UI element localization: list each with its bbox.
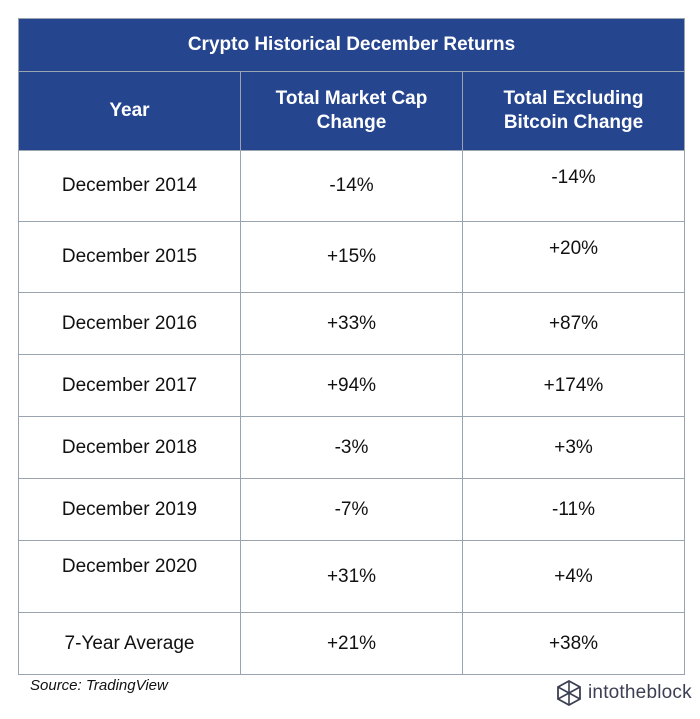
year-cell: 7-Year Average [18,612,241,675]
returns-table: Crypto Historical December Returns Year … [18,18,685,675]
returns-table-container: Crypto Historical December Returns Year … [18,18,685,675]
header-line: Total Market Cap [275,88,428,109]
excluding-bitcoin-change-cell: +38% [462,612,685,675]
market-cap-change-cell: +31% [240,540,463,613]
market-cap-change-cell: +15% [240,221,463,293]
table-row: December 2018 -3% +3% [18,416,685,479]
excluding-bitcoin-change-cell: +20% [462,221,685,293]
header-line: Change [316,112,387,133]
table-row: December 2017 +94% +174% [18,354,685,417]
year-cell: December 2020 [18,540,241,613]
market-cap-change-cell: +21% [240,612,463,675]
brand-name: intotheblock [588,682,692,703]
year-cell: December 2018 [18,416,241,479]
excluding-bitcoin-change-cell: +3% [462,416,685,479]
excluding-bitcoin-change-cell: +87% [462,292,685,355]
table-title: Crypto Historical December Returns [18,18,685,72]
market-cap-change-cell: -3% [240,416,463,479]
excluding-bitcoin-change-cell: +174% [462,354,685,417]
intotheblock-logo-icon [557,680,581,706]
excluding-bitcoin-change-cell: +4% [462,540,685,613]
market-cap-change-cell: -14% [240,150,463,222]
header-line: Year [109,100,150,121]
table-row: December 2019 -7% -11% [18,478,685,541]
excluding-bitcoin-change-cell: -14% [462,150,685,222]
year-cell: December 2019 [18,478,241,541]
market-cap-change-cell: -7% [240,478,463,541]
average-row: 7-Year Average +21% +38% [18,612,685,675]
header-line: Total Excluding [503,88,644,109]
column-header-total-market-cap: Total Market Cap Change [240,71,463,151]
market-cap-change-cell: +94% [240,354,463,417]
year-cell: December 2016 [18,292,241,355]
brand-logo: intotheblock [556,678,692,708]
table-row: December 2016 +33% +87% [18,292,685,355]
column-header-row: Year Total Market Cap Change Total Exclu… [18,71,685,151]
year-cell: December 2017 [18,354,241,417]
year-cell: December 2014 [18,150,241,222]
year-cell: December 2015 [18,221,241,293]
source-note: Source: TradingView [30,677,168,694]
table-row: December 2015 +15% +20% [18,221,685,293]
excluding-bitcoin-change-cell: -11% [462,478,685,541]
table-row: December 2020 +31% +4% [18,540,685,613]
table-row: December 2014 -14% -14% [18,150,685,222]
column-header-year: Year [18,71,241,151]
column-header-excluding-bitcoin: Total Excluding Bitcoin Change [462,71,685,151]
header-line: Bitcoin Change [503,112,644,133]
table-title-row: Crypto Historical December Returns [18,18,685,72]
market-cap-change-cell: +33% [240,292,463,355]
